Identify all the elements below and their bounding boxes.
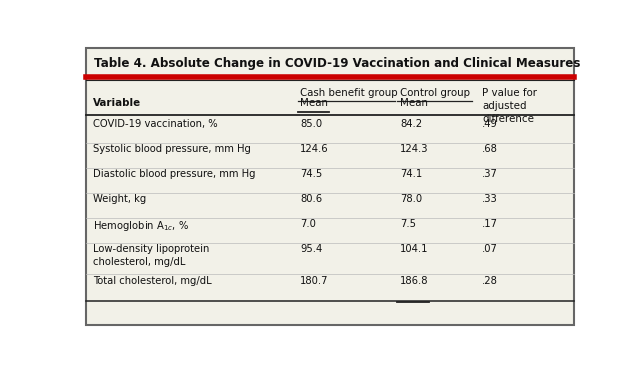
Text: Cash benefit group: Cash benefit group bbox=[300, 88, 398, 98]
Text: 80.6: 80.6 bbox=[300, 194, 322, 204]
Text: 85.0: 85.0 bbox=[300, 119, 322, 129]
Text: .07: .07 bbox=[482, 244, 498, 254]
Text: Systolic blood pressure, mm Hg: Systolic blood pressure, mm Hg bbox=[93, 144, 251, 154]
Text: Weight, kg: Weight, kg bbox=[93, 194, 146, 204]
Text: .33: .33 bbox=[482, 194, 498, 204]
Text: 7.5: 7.5 bbox=[400, 219, 416, 229]
Text: .37: .37 bbox=[482, 169, 498, 179]
FancyBboxPatch shape bbox=[86, 48, 574, 325]
Text: .28: .28 bbox=[482, 276, 498, 286]
Text: 84.2: 84.2 bbox=[400, 119, 422, 129]
Text: .68: .68 bbox=[482, 144, 498, 154]
Text: 95.4: 95.4 bbox=[300, 244, 323, 254]
Text: 7.0: 7.0 bbox=[300, 219, 316, 229]
Text: .49: .49 bbox=[482, 119, 498, 129]
Text: .17: .17 bbox=[482, 219, 498, 229]
Text: Mean: Mean bbox=[300, 98, 328, 108]
Text: 180.7: 180.7 bbox=[300, 276, 328, 286]
Text: 74.5: 74.5 bbox=[300, 169, 323, 179]
Text: Control group: Control group bbox=[400, 88, 470, 98]
Text: Diastolic blood pressure, mm Hg: Diastolic blood pressure, mm Hg bbox=[93, 169, 256, 179]
Text: Mean: Mean bbox=[400, 98, 428, 108]
Text: Total cholesterol, mg/dL: Total cholesterol, mg/dL bbox=[93, 276, 212, 286]
Text: 186.8: 186.8 bbox=[400, 276, 428, 286]
Text: Table 4. Absolute Change in COVID-19 Vaccination and Clinical Measures: Table 4. Absolute Change in COVID-19 Vac… bbox=[95, 57, 581, 70]
Text: COVID-19 vaccination, %: COVID-19 vaccination, % bbox=[93, 119, 218, 129]
Text: 78.0: 78.0 bbox=[400, 194, 422, 204]
Text: Hemoglobin A$_{1c}$, %: Hemoglobin A$_{1c}$, % bbox=[93, 219, 189, 233]
Text: P value for
adjusted
difference: P value for adjusted difference bbox=[482, 88, 537, 124]
Text: 104.1: 104.1 bbox=[400, 244, 428, 254]
Text: 74.1: 74.1 bbox=[400, 169, 422, 179]
Text: Low-density lipoprotein
cholesterol, mg/dL: Low-density lipoprotein cholesterol, mg/… bbox=[93, 244, 209, 267]
Text: 124.6: 124.6 bbox=[300, 144, 328, 154]
Text: Variable: Variable bbox=[93, 98, 141, 108]
Text: 124.3: 124.3 bbox=[400, 144, 428, 154]
